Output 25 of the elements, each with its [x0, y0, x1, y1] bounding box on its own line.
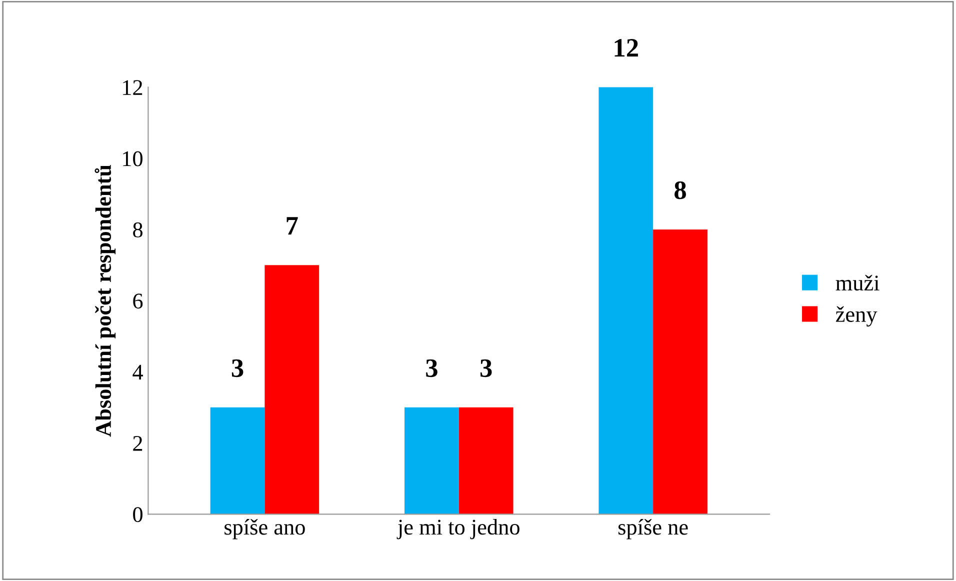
y-tick-label: 4 [132, 364, 143, 380]
bar [598, 87, 654, 514]
y-tick-label: 12 [123, 80, 142, 95]
legend-label: ženy [836, 306, 878, 327]
y-tick-label: 0 [133, 507, 142, 522]
x-tick-label: spíše ne [618, 519, 688, 540]
data-label: 12 [614, 39, 638, 57]
y-tick-label: 8 [133, 222, 142, 238]
y-tick-label: 10 [123, 151, 142, 166]
bar [264, 265, 320, 514]
y-tick-label: 2 [133, 436, 142, 451]
legend-label: muži [836, 274, 880, 291]
bar [458, 407, 514, 514]
y-axis-title: Absolutní počet respondentů [94, 165, 116, 437]
y-tick-label: 6 [133, 294, 143, 309]
bar [210, 407, 265, 514]
data-label: 7 [286, 217, 298, 234]
data-label: 3 [480, 359, 492, 378]
data-label: 3 [426, 359, 438, 378]
x-tick-label: spíše ano [224, 519, 305, 540]
data-label: 3 [232, 359, 244, 378]
bar [653, 229, 708, 514]
data-label: 8 [674, 181, 686, 200]
x-tick-label: je mi to jedno [396, 519, 520, 540]
bar [404, 407, 459, 514]
